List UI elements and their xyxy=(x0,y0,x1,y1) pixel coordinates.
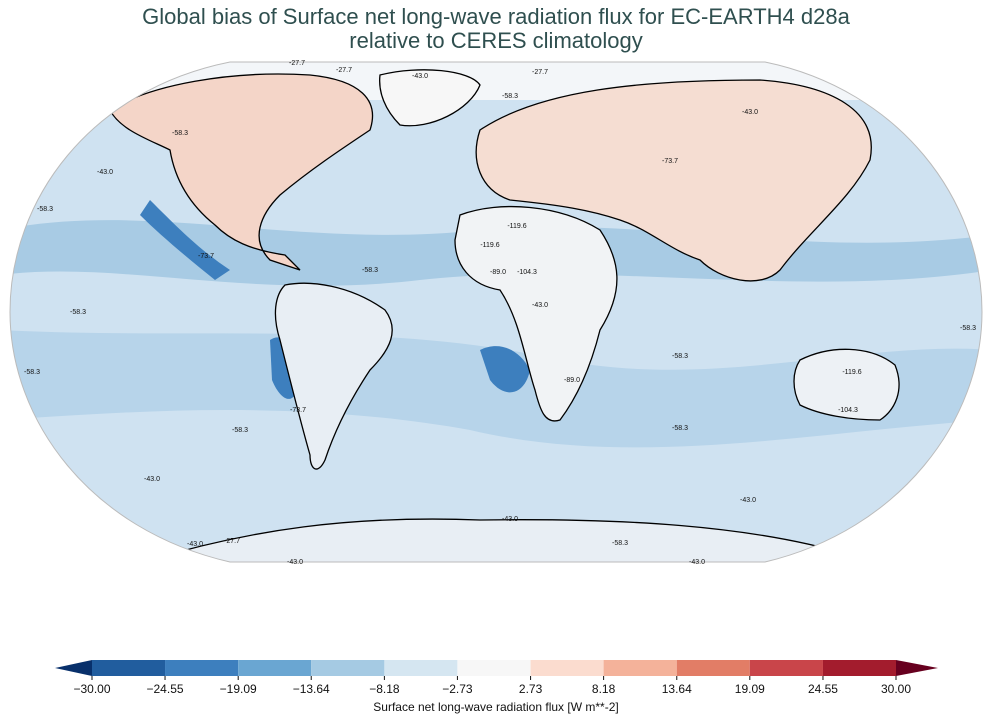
colorbar-tick-label: 2.73 xyxy=(519,682,543,696)
contour-label: -58.3 xyxy=(672,425,688,432)
ocean-anomaly xyxy=(480,346,530,393)
colorbar-tick-label: 13.64 xyxy=(662,682,692,696)
contour-label: -58.3 xyxy=(612,540,628,547)
colorbar-bin xyxy=(165,660,239,676)
colorbar-tick-label: 30.00 xyxy=(881,682,911,696)
contour-label: -73.7 xyxy=(290,407,306,414)
map xyxy=(10,62,982,562)
contour-labels: -27.7 -27.7 -27.7 -27.7 -43.0 -43.0 -43.0 -43.0… xyxy=(24,60,976,566)
colorbar-bin xyxy=(311,660,385,676)
colorbar-tick-label: 19.09 xyxy=(735,682,765,696)
colorbar-bin xyxy=(603,660,677,676)
colorbar-tick-label: −24.55 xyxy=(147,682,184,696)
colorbar-tick-label: −19.09 xyxy=(220,682,257,696)
title-line: Global bias of Surface net long-wave rad… xyxy=(142,4,850,29)
contour-label: -58.3 xyxy=(672,353,688,360)
south-america xyxy=(274,282,393,470)
contour-label: -119.6 xyxy=(480,242,499,249)
coastlines xyxy=(109,69,900,562)
colorbar-tick-label: 8.18 xyxy=(592,682,616,696)
colorbar-bin xyxy=(457,660,531,676)
colorbar-bin xyxy=(384,660,458,676)
north-america xyxy=(109,73,374,271)
ocean-band xyxy=(10,330,982,448)
contour-label: -43.0 xyxy=(97,169,113,176)
colorbar-extend-min xyxy=(55,660,92,676)
colorbar-extend-max xyxy=(896,660,938,676)
contour-label: -43.0 xyxy=(412,73,428,80)
contour-label: -43.0 xyxy=(187,541,203,548)
contour-label: -104.3 xyxy=(838,407,858,414)
africa xyxy=(454,205,618,422)
contour-label: -27.7 xyxy=(336,67,352,74)
contour-label: -73.7 xyxy=(198,253,214,260)
contour-label: -119.6 xyxy=(842,369,861,376)
colorbar: −30.00 −24.55 −19.09 −13.64 −8.18 −2.73 2.73 8.… xyxy=(55,660,938,696)
colorbar-tick-label: −2.73 xyxy=(442,682,473,696)
contour-label: -58.3 xyxy=(502,93,518,100)
contour-label: -27.7 xyxy=(532,69,548,76)
contour-label: -119.6 xyxy=(507,223,526,230)
map-frame xyxy=(9,61,983,563)
colorbar-bin xyxy=(676,660,750,676)
contour-label: -43.0 xyxy=(502,516,518,523)
contour-label: -58.3 xyxy=(960,325,976,332)
contour-label: -58.3 xyxy=(24,369,40,376)
colorbar-bin xyxy=(822,660,896,676)
contour-label: -58.3 xyxy=(232,427,248,434)
contour-label: -27.7 xyxy=(289,60,305,67)
contour-label: -43.0 xyxy=(740,497,756,504)
colorbar-bin xyxy=(238,660,312,676)
contour-label: -58.3 xyxy=(362,267,378,274)
contour-label: -27.7 xyxy=(224,538,240,545)
colorbar-tick-label: −13.64 xyxy=(293,682,330,696)
colorbar-label: Surface net long-wave radiation flux [W … xyxy=(373,700,618,714)
contour-label: -58.3 xyxy=(70,309,86,316)
colorbar-tick-label: 24.55 xyxy=(808,682,838,696)
contour-label: -73.7 xyxy=(662,158,678,165)
contour-label: -104.3 xyxy=(517,269,537,276)
title-line: relative to CERES climatology xyxy=(349,28,642,53)
contour-label: -89.0 xyxy=(490,269,506,276)
antarctica xyxy=(149,518,851,562)
contour-label: -58.3 xyxy=(172,130,188,137)
colorbar-bin xyxy=(530,660,604,676)
eurasia xyxy=(475,79,872,282)
ocean-anomaly xyxy=(140,200,230,280)
colorbar-bin xyxy=(749,660,823,676)
contour-label: -58.3 xyxy=(37,206,53,213)
australia xyxy=(793,348,900,421)
contour-label: -43.0 xyxy=(742,109,758,116)
colorbar-tick-label: −30.00 xyxy=(73,682,110,696)
colorbar-tick-label: −8.18 xyxy=(369,682,400,696)
contour-label: -89.0 xyxy=(564,377,580,384)
contour-label: -43.0 xyxy=(689,559,705,566)
contour-label: -43.0 xyxy=(144,476,160,483)
contour-label: -43.0 xyxy=(532,302,548,309)
greenland xyxy=(379,69,481,127)
colorbar-bin xyxy=(92,660,166,676)
contour-label: -43.0 xyxy=(287,559,303,566)
